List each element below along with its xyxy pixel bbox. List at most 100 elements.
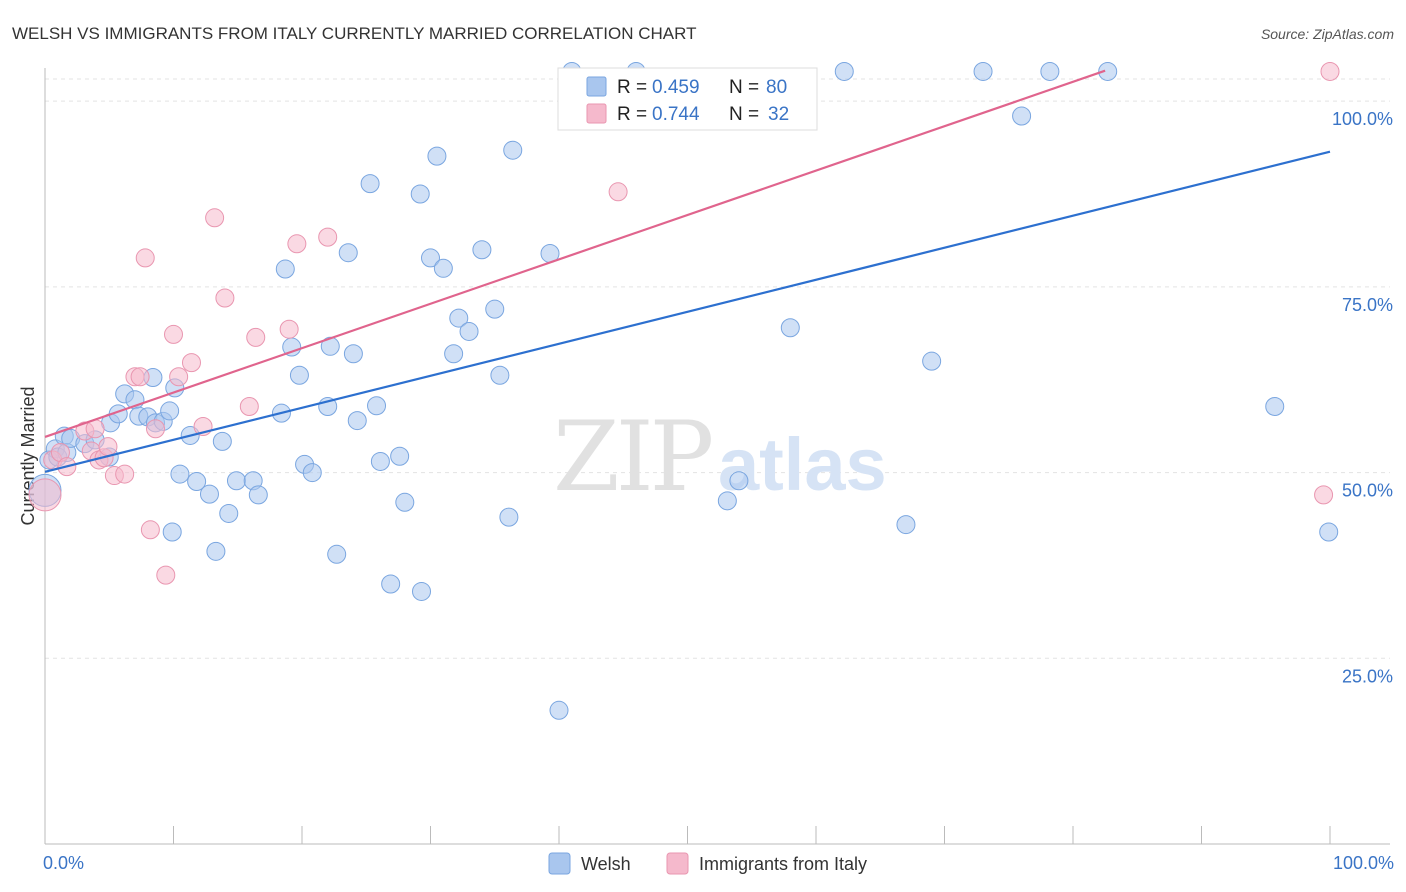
italy-point [130,367,150,387]
welsh-point [433,258,453,278]
bottom-legend-label-welsh: Welsh [581,854,631,874]
welsh-point [1098,61,1118,81]
points-immigrants-from-italy [28,61,1340,585]
italy-point [1320,61,1340,81]
italy-point [318,227,338,247]
welsh-trend-line [44,150,1331,473]
italy-point [135,248,155,268]
watermark-zip: ZIP [553,401,712,513]
italy-point [239,396,259,416]
welsh-point [370,451,390,471]
welsh-point [472,240,492,260]
welsh-point [187,471,207,491]
legend-n-label-italy: N = [729,104,759,125]
x-axis-ticks [44,826,1331,844]
welsh-point [444,344,464,364]
welsh-point [922,351,942,371]
points-welsh [28,61,1339,720]
welsh-point [160,401,180,421]
legend-n-value-welsh: 80 [766,77,787,98]
y-tick-label: 100.0% [1332,109,1393,129]
welsh-point [449,308,469,328]
italy-point [287,234,307,254]
bottom-legend: Welsh Immigrants from Italy [548,852,867,875]
italy-trend-line [44,69,1106,438]
italy-point [181,353,201,373]
legend-r-value-welsh: 0.459 [652,77,700,98]
trend-lines [44,69,1331,473]
welsh-point [410,184,430,204]
welsh-point [390,446,410,466]
italy-point [205,208,225,228]
welsh-point [206,541,226,561]
welsh-point [381,574,401,594]
welsh-point [199,484,219,504]
welsh-point [717,491,737,511]
welsh-point [1040,61,1060,81]
welsh-point [485,299,505,319]
x-tick-label-max: 100.0% [1333,853,1394,873]
chart-title: WELSH VS IMMIGRANTS FROM ITALY CURRENTLY… [12,24,696,43]
welsh-point [973,61,993,81]
welsh-point [360,174,380,194]
italy-point [164,324,183,344]
chart-source: Source: ZipAtlas.com [1261,26,1394,42]
welsh-point [459,321,479,341]
italy-point [246,327,266,347]
welsh-point [1012,106,1032,126]
watermark: ZIP atlas [553,401,887,513]
bottom-legend-swatch-welsh [548,852,571,875]
welsh-point [395,492,415,512]
welsh-point [412,581,432,601]
italy-point [98,437,118,457]
y-axis-tick-labels: 25.0% 50.0% 75.0% 100.0% [1332,109,1393,686]
y-tick-label: 75.0% [1342,295,1393,315]
welsh-point [226,471,246,491]
welsh-point [302,463,322,483]
italy-point [146,419,166,439]
italy-point [215,288,235,308]
italy-point [28,478,62,512]
y-tick-label: 25.0% [1342,666,1393,686]
welsh-point [1265,396,1285,416]
welsh-point [212,431,232,451]
y-tick-label: 50.0% [1342,481,1393,501]
italy-point [608,182,628,202]
welsh-point [499,507,519,527]
bottom-legend-label-italy: Immigrants from Italy [699,854,867,874]
welsh-point [729,471,749,491]
gridlines [45,78,1390,659]
welsh-point [343,344,363,364]
welsh-point [896,515,916,535]
watermark-atlas: atlas [718,423,887,506]
welsh-point [275,259,295,279]
italy-point [156,565,176,585]
welsh-point [248,485,268,505]
welsh-point [347,411,367,431]
legend-n-label-welsh: N = [729,77,759,98]
x-tick-label-min: 0.0% [43,853,84,873]
welsh-point [503,140,523,160]
italy-point [115,464,135,484]
welsh-point [780,318,800,338]
legend-box: R = 0.459 N = 80 R = 0.744 N = 32 [557,67,818,131]
welsh-point [1319,522,1339,542]
welsh-point [549,700,569,720]
welsh-point [338,243,358,263]
legend-r-label-welsh: R = [617,77,647,98]
italy-point [169,367,189,387]
italy-point [1314,485,1334,505]
legend-swatch-italy [586,103,607,124]
welsh-point [834,61,854,81]
legend-r-label-italy: R = [617,104,647,125]
welsh-point [289,365,309,385]
legend-r-value-italy: 0.744 [652,104,700,125]
welsh-point [367,396,387,416]
italy-point [279,319,299,339]
italy-point [140,520,160,540]
welsh-point [162,522,182,542]
welsh-point [219,503,239,523]
welsh-point [427,146,447,166]
legend-swatch-welsh [586,76,607,97]
